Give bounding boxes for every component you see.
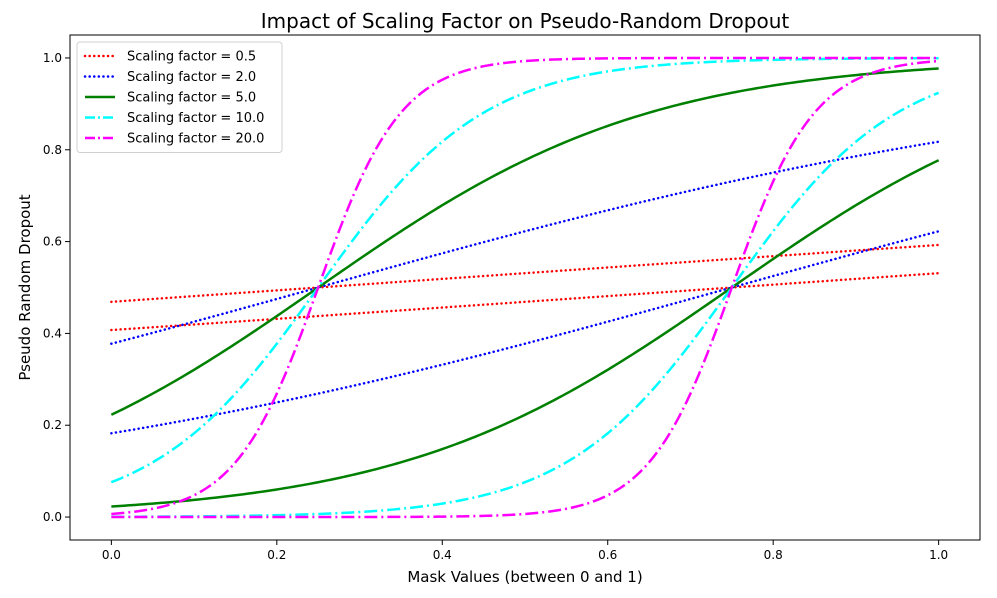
series-line (111, 56, 939, 516)
series-line (110, 243, 940, 304)
x-tick-label: 0.4 (433, 548, 452, 562)
series-line (110, 140, 940, 345)
x-axis-label: Mask Values (between 0 and 1) (407, 568, 642, 586)
x-tick-label: 0.6 (598, 548, 617, 562)
axes-frame (69, 34, 981, 541)
legend-box (76, 41, 283, 153)
y-tick-label: 0.6 (43, 235, 62, 249)
series-5 (110, 67, 940, 508)
series-line (110, 56, 939, 484)
y-tick-label: 1.0 (43, 51, 62, 65)
y-tick-label: 0.0 (43, 510, 62, 524)
x-tick-label: 0.0 (102, 548, 121, 562)
chart-title: Impact of Scaling Factor on Pseudo-Rando… (261, 9, 790, 33)
legend-label: Scaling factor = 0.5 (127, 50, 256, 65)
series-10 (110, 56, 940, 519)
y-tick-label: 0.2 (43, 418, 62, 432)
legend-label: Scaling factor = 5.0 (127, 91, 256, 106)
series-0.5 (110, 243, 940, 332)
legend-label: Scaling factor = 2.0 (127, 70, 256, 85)
plot-area: 0.0 0.2 0.4 0.6 0.8 1.0 0.0 0.2 0.4 0.6 0.8 1.0 (43, 34, 981, 562)
legend-label: Scaling factor = 10.0 (127, 111, 264, 126)
x-axis: 0.0 0.2 0.4 0.6 0.8 1.0 (102, 540, 948, 562)
series-line (111, 91, 940, 519)
legend: Scaling factor = 0.5 Scaling factor = 2.0… (76, 41, 283, 153)
y-axis: 0.0 0.2 0.4 0.6 0.8 1.0 (43, 51, 70, 524)
y-axis-label: Pseudo Random Dropout (16, 194, 34, 380)
series-line (111, 159, 940, 508)
x-tick-label: 0.2 (267, 548, 286, 562)
series-layer (110, 56, 940, 519)
x-tick-label: 0.8 (764, 548, 783, 562)
x-tick-label: 1.0 (929, 548, 948, 562)
legend-label: Scaling factor = 20.0 (127, 132, 264, 147)
y-tick-label: 0.4 (43, 326, 62, 340)
series-line (110, 271, 940, 332)
series-20 (111, 56, 939, 519)
y-tick-label: 0.8 (43, 143, 62, 157)
series-line (110, 230, 940, 435)
series-line (110, 67, 939, 416)
series-2 (110, 140, 940, 435)
